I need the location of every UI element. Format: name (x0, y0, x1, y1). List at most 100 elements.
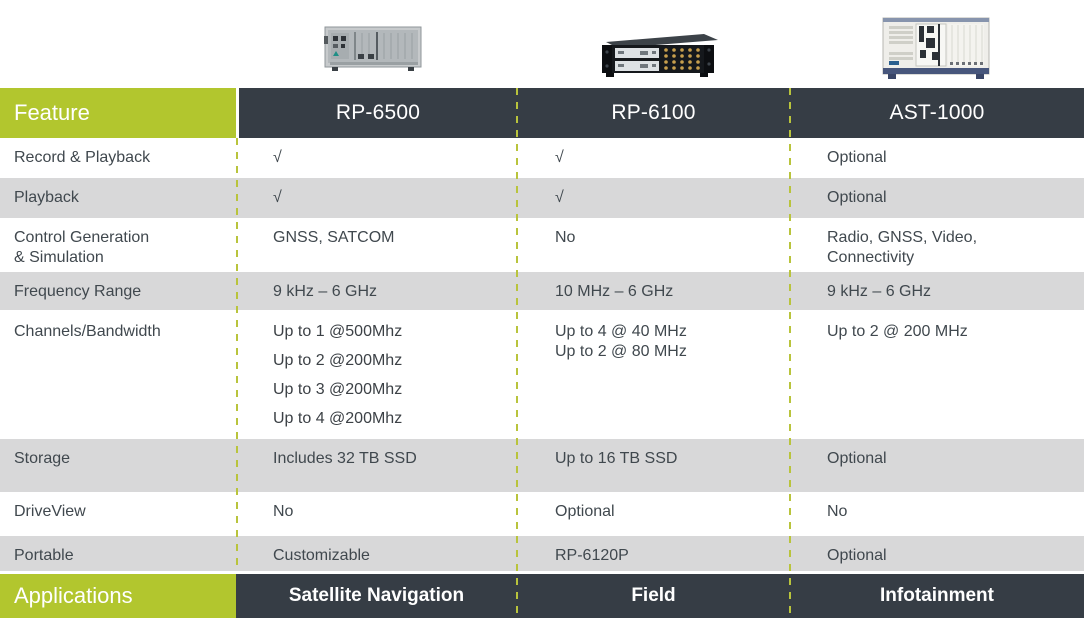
value-text: 10 MHz – 6 GHz (555, 283, 674, 300)
value-text: Up to 16 TB SSD (555, 450, 678, 467)
value-text: Up to 2 @200Mhz (273, 352, 403, 369)
value-text: Up to 2 @ 200 MHz (827, 323, 968, 340)
table-row: Portable Customizable RP-6120P Optional (0, 536, 1084, 571)
value-cell: Up to 16 TB SSD (517, 439, 790, 492)
value-text: No (273, 503, 294, 520)
product-images-strip (0, 0, 1084, 88)
value-cell: Radio, GNSS, Video, Connectivity (790, 218, 1084, 272)
value-cell: 9 kHz – 6 GHz (790, 272, 1084, 310)
value-cell: No (517, 218, 790, 272)
application-rp-6500: Satellite Navigation (288, 585, 465, 606)
value-text: √ (555, 149, 564, 166)
feature-label: Record & Playback (14, 149, 151, 166)
value-cell: √ (237, 138, 517, 178)
feature-cell: DriveView (0, 492, 237, 536)
value-cell: 10 MHz – 6 GHz (517, 272, 790, 310)
value-cell: Optional (517, 492, 790, 536)
table-row: Playback √ √ Optional (0, 178, 1084, 218)
value-text: Up to 3 @200Mhz (273, 381, 403, 398)
feature-label: Storage (14, 450, 71, 467)
feature-label: & Simulation (14, 249, 104, 266)
value-text: No (827, 503, 848, 520)
value-cell: Optional (790, 138, 1084, 178)
rp-6500-product-image (324, 26, 422, 71)
value-cell: RP-6120P (517, 536, 790, 571)
value-text: Optional (827, 450, 887, 467)
feature-label: Portable (14, 547, 74, 564)
value-cell: √ (237, 178, 517, 218)
feature-label: Playback (14, 189, 79, 206)
table-row: Frequency Range 9 kHz – 6 GHz 10 MHz – 6 G… (0, 272, 1084, 310)
applications-row: Applications Satellite Navigation Field … (0, 574, 1084, 618)
value-text: Includes 32 TB SSD (273, 450, 417, 467)
value-text: Up to 1 @500Mhz (273, 323, 403, 340)
value-text: 9 kHz – 6 GHz (273, 283, 378, 300)
value-text: GNSS, SATCOM (273, 229, 395, 246)
value-cell: Optional (790, 439, 1084, 492)
value-text: Up to 2 @ 80 MHz (555, 343, 687, 360)
value-cell: Customizable (237, 536, 517, 571)
product-header-ast-1000: AST-1000 (889, 101, 985, 124)
table-row: Storage Includes 32 TB SSD Up to 16 TB SSD… (0, 439, 1084, 492)
value-cell: √ (517, 178, 790, 218)
value-cell: 9 kHz – 6 GHz (237, 272, 517, 310)
value-text: Optional (555, 503, 615, 520)
value-text: Optional (827, 189, 887, 206)
applications-header-cell: Applications (0, 574, 236, 618)
column-separator-3 (789, 88, 791, 618)
value-text: Up to 4 @200Mhz (273, 410, 403, 427)
value-text: 9 kHz – 6 GHz (827, 283, 932, 300)
table-row: Record & Playback √ √ Optional (0, 138, 1084, 178)
value-text: √ (273, 149, 282, 166)
value-cell: No (237, 492, 517, 536)
feature-label: Frequency Range (14, 283, 142, 300)
applications-header-label: Applications (14, 583, 133, 608)
product-header-rp-6100: RP-6100 (611, 101, 696, 124)
product-header-band: RP-6500 RP-6100 AST-1000 (239, 88, 1084, 138)
product-header-rp-6500: RP-6500 (335, 101, 421, 124)
value-text: Connectivity (827, 249, 915, 266)
value-cell: No (790, 492, 1084, 536)
feature-cell: Record & Playback (0, 138, 237, 178)
value-cell: Optional (790, 536, 1084, 571)
rp-6100-product-image (602, 34, 718, 77)
value-cell: Up to 2 @ 200 MHz (790, 310, 1084, 439)
value-cell: √ (517, 138, 790, 178)
feature-header-label: Feature (14, 100, 90, 125)
value-cell: GNSS, SATCOM (237, 218, 517, 272)
table-row: DriveView No Optional No (0, 492, 1084, 536)
feature-cell: Control Generation & Simulation (0, 218, 237, 272)
table-body: Record & Playback √ √ Optional Playback √ √ Opt… (0, 138, 1084, 571)
value-cell: Includes 32 TB SSD (237, 439, 517, 492)
feature-label: DriveView (14, 503, 86, 520)
applications-band: Satellite Navigation Field Infotainment (236, 574, 1084, 618)
header-gap (236, 88, 239, 138)
feature-cell: Playback (0, 178, 237, 218)
table-header-row: Feature RP-6500 RP-6100 AST-1000 (0, 88, 1084, 138)
value-cell: Up to 1 @500Mhz Up to 2 @200Mhz Up to 3 @2… (237, 310, 517, 439)
value-cell: Up to 4 @ 40 MHz Up to 2 @ 80 MHz (517, 310, 790, 439)
table-row: Control Generation & Simulation GNSS, SATC… (0, 218, 1084, 272)
feature-cell: Frequency Range (0, 272, 237, 310)
value-cell: Optional (790, 178, 1084, 218)
value-text: √ (555, 189, 564, 206)
value-text: Radio, GNSS, Video, (827, 229, 978, 246)
application-ast-1000: Infotainment (880, 585, 994, 606)
value-text: Optional (827, 149, 887, 166)
application-rp-6100: Field (631, 585, 676, 606)
ast-1000-product-image (882, 17, 990, 79)
table-row: Channels/Bandwidth Up to 1 @500Mhz Up to 2… (0, 310, 1084, 439)
column-separator-1 (236, 138, 238, 571)
value-text: No (555, 229, 576, 246)
value-text: Up to 4 @ 40 MHz (555, 323, 687, 340)
value-text: Customizable (273, 547, 370, 564)
feature-cell: Portable (0, 536, 237, 571)
value-text: RP-6120P (555, 547, 629, 564)
feature-cell: Channels/Bandwidth (0, 310, 237, 439)
feature-label: Control Generation (14, 229, 150, 246)
value-text: √ (273, 189, 282, 206)
column-separator-2 (516, 88, 518, 618)
value-text: Optional (827, 547, 887, 564)
feature-label: Channels/Bandwidth (14, 323, 161, 340)
